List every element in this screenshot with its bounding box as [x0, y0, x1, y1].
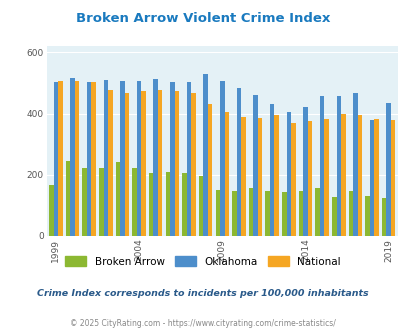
- Bar: [340, 114, 345, 236]
- Bar: [331, 197, 336, 236]
- Bar: [99, 168, 103, 236]
- Bar: [281, 192, 286, 236]
- Bar: [253, 95, 257, 236]
- Bar: [108, 90, 112, 236]
- Bar: [141, 91, 145, 236]
- Bar: [49, 184, 53, 236]
- Bar: [373, 119, 378, 236]
- Bar: [120, 82, 124, 236]
- Bar: [132, 168, 136, 236]
- Bar: [82, 168, 87, 236]
- Bar: [232, 191, 236, 236]
- Bar: [153, 79, 158, 236]
- Bar: [58, 81, 62, 236]
- Bar: [303, 107, 307, 236]
- Legend: Broken Arrow, Oklahoma, National: Broken Arrow, Oklahoma, National: [63, 254, 342, 269]
- Bar: [87, 82, 91, 236]
- Bar: [315, 187, 319, 236]
- Bar: [241, 116, 245, 236]
- Text: Crime Index corresponds to incidents per 100,000 inhabitants: Crime Index corresponds to incidents per…: [37, 289, 368, 298]
- Text: Broken Arrow Violent Crime Index: Broken Arrow Violent Crime Index: [76, 12, 329, 24]
- Bar: [369, 120, 373, 236]
- Bar: [103, 81, 108, 236]
- Bar: [286, 112, 290, 236]
- Bar: [265, 191, 269, 236]
- Bar: [348, 191, 352, 236]
- Bar: [220, 82, 224, 236]
- Bar: [91, 82, 96, 236]
- Bar: [236, 88, 241, 236]
- Bar: [158, 90, 162, 236]
- Bar: [390, 120, 394, 236]
- Bar: [66, 161, 70, 236]
- Bar: [207, 104, 212, 236]
- Bar: [386, 103, 390, 236]
- Bar: [307, 121, 311, 236]
- Bar: [198, 176, 203, 236]
- Bar: [224, 112, 228, 236]
- Bar: [136, 82, 141, 236]
- Bar: [290, 123, 295, 236]
- Bar: [191, 93, 195, 236]
- Bar: [53, 82, 58, 236]
- Bar: [248, 187, 253, 236]
- Bar: [149, 173, 153, 236]
- Bar: [215, 190, 220, 236]
- Bar: [170, 82, 174, 236]
- Bar: [70, 78, 75, 236]
- Bar: [186, 82, 191, 236]
- Bar: [357, 115, 361, 236]
- Bar: [182, 173, 186, 236]
- Bar: [298, 191, 303, 236]
- Bar: [75, 81, 79, 236]
- Bar: [319, 96, 324, 236]
- Bar: [364, 196, 369, 236]
- Bar: [269, 104, 274, 236]
- Bar: [352, 93, 357, 236]
- Bar: [115, 162, 120, 236]
- Bar: [257, 117, 262, 236]
- Bar: [124, 93, 129, 236]
- Bar: [165, 172, 170, 236]
- Bar: [336, 96, 340, 236]
- Bar: [203, 74, 207, 236]
- Bar: [174, 91, 179, 236]
- Bar: [274, 115, 278, 236]
- Text: © 2025 CityRating.com - https://www.cityrating.com/crime-statistics/: © 2025 CityRating.com - https://www.city…: [70, 319, 335, 328]
- Bar: [381, 198, 386, 236]
- Bar: [324, 119, 328, 236]
